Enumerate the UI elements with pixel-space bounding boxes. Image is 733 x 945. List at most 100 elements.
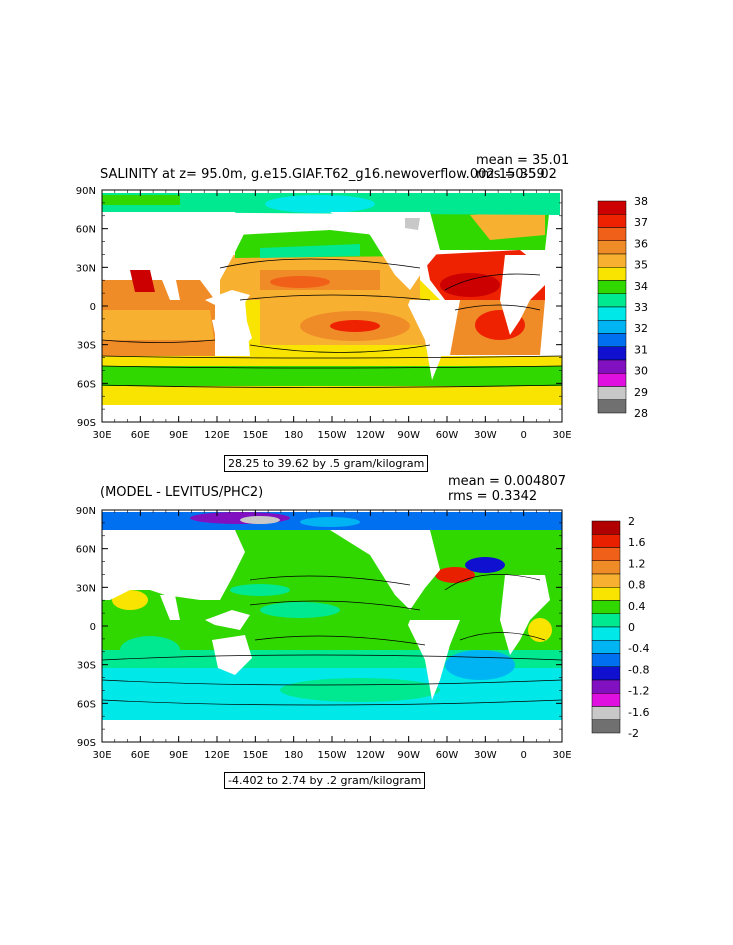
- colorbar-label: 34: [634, 280, 648, 293]
- panel1-map: [102, 190, 562, 422]
- colorbar-label: 37: [634, 216, 648, 229]
- lat-tick-label: 60N: [76, 225, 96, 236]
- lat-tick-label: 90S: [77, 418, 96, 429]
- lon-tick-label: 90E: [169, 750, 188, 761]
- colorbar-label: 0.4: [628, 600, 646, 613]
- southern-ocean-band: [102, 385, 562, 405]
- lon-tick-label: 30E: [552, 750, 571, 761]
- lon-tick-label: 120E: [204, 750, 229, 761]
- lon-tick-label: 180: [284, 750, 303, 761]
- colorbar-swatch: [597, 333, 627, 347]
- lon-tick-label: 90W: [397, 750, 420, 761]
- colorbar-swatch: [597, 373, 627, 387]
- colorbar-swatch: [591, 626, 621, 641]
- colorbar-label: 29: [634, 386, 648, 399]
- colorbar-swatch: [597, 214, 627, 228]
- lon-tick-label: 150W: [318, 430, 347, 441]
- colorbar-swatch: [591, 693, 621, 707]
- lat-tick-label: 60S: [77, 699, 96, 710]
- panel2-title: (MODEL - LEVITUS/PHC2): [100, 485, 264, 500]
- colorbar-label: -1.6: [628, 706, 649, 719]
- lat-tick-label: 30S: [77, 341, 96, 352]
- lon-tick-label: 150E: [243, 430, 268, 441]
- colorbar-label: 35: [634, 259, 648, 272]
- red-sea: [130, 270, 155, 292]
- north-america-land-2: [330, 530, 440, 610]
- eurasia-land-2: [102, 530, 245, 600]
- australia-land: [212, 315, 252, 355]
- panel1-range-label: 28.25 to 39.62 by .5 gram/kilogram: [224, 455, 429, 472]
- colorbar-label: -0.4: [628, 642, 649, 655]
- panel2-colorbar: 2 1.6 1.2 0.8 0.4 0 -0.4 -0.8 -1.2 -1.6 -2: [591, 515, 649, 740]
- lon-tick-label: 180: [284, 430, 303, 441]
- panel2-rms: rms = 0.3342: [448, 489, 538, 504]
- colorbar-swatch: [597, 253, 627, 268]
- lat-tick-label: 30N: [76, 583, 96, 594]
- colorbar-swatch: [597, 399, 627, 414]
- panel1-title: SALINITY at z= 95.0m, g.e15.GIAF.T62_g16…: [100, 167, 545, 182]
- colorbar-swatch: [597, 386, 627, 400]
- lat-tick-label: 0: [90, 302, 96, 313]
- colorbar-label: 2: [628, 515, 635, 528]
- lon-tick-label: 60W: [436, 430, 459, 441]
- lon-tick-label: 60E: [131, 750, 150, 761]
- colorbar-swatch: [597, 267, 627, 281]
- panel1-mean: mean = 35.01: [476, 153, 570, 168]
- colorbar-swatch: [591, 679, 621, 694]
- lon-tick-label: 30W: [474, 430, 497, 441]
- africa-land-2: [500, 575, 550, 655]
- colorbar-swatch: [597, 280, 627, 294]
- lon-tick-label: 120W: [356, 430, 385, 441]
- panel2-mean: mean = 0.004807: [448, 474, 567, 489]
- colorbar-swatch: [591, 560, 621, 575]
- south-america-land-2: [408, 620, 460, 700]
- lon-tick-label: 120W: [356, 750, 385, 761]
- eurasia-land: [102, 212, 245, 280]
- lat-tick-label: 60S: [77, 379, 96, 390]
- southern-band-34: [102, 364, 562, 386]
- panel2-map: [102, 510, 562, 742]
- colorbar-swatch: [597, 320, 627, 334]
- lat-tick-label: 90N: [76, 506, 96, 517]
- colorbar-label: 31: [634, 343, 648, 356]
- lon-tick-label: 30E: [552, 430, 571, 441]
- south-america-land: [408, 300, 460, 380]
- colorbar-swatch: [597, 306, 627, 321]
- colorbar-label: 0: [628, 621, 635, 634]
- colorbar-label: 28: [634, 407, 648, 420]
- colorbar-label: 1.2: [628, 557, 646, 570]
- colorbar-label: -0.8: [628, 663, 649, 676]
- colorbar-swatch: [597, 359, 627, 374]
- lon-tick-label: 150E: [243, 750, 268, 761]
- colorbar-swatch: [591, 719, 621, 734]
- lon-tick-label: 120E: [204, 430, 229, 441]
- panel1-rms: rms = 35.02: [476, 167, 557, 182]
- lat-tick-label: 30N: [76, 263, 96, 274]
- colorbar-label: 1.6: [628, 536, 646, 549]
- colorbar-swatch: [597, 346, 627, 361]
- colorbar-swatch: [591, 653, 621, 667]
- lon-tick-label: 0: [520, 430, 526, 441]
- colorbar-swatch: [591, 666, 621, 681]
- lat-tick-label: 30S: [77, 661, 96, 672]
- colorbar-label: 30: [634, 365, 648, 378]
- lon-tick-label: 60E: [131, 430, 150, 441]
- colorbar-swatch: [591, 640, 621, 654]
- colorbar-swatch: [591, 534, 621, 548]
- lon-tick-label: 60W: [436, 750, 459, 761]
- lon-tick-label: 30E: [92, 430, 111, 441]
- colorbar-label: 38: [634, 195, 648, 208]
- colorbar-swatch: [597, 240, 627, 255]
- colorbar-label: 36: [634, 237, 648, 250]
- australia-land-2: [212, 635, 252, 675]
- lat-tick-label: 90N: [76, 186, 96, 197]
- lon-tick-label: 0: [520, 750, 526, 761]
- colorbar-swatch: [591, 520, 621, 535]
- colorbar-swatch: [591, 706, 621, 720]
- colorbar-label: 0.8: [628, 579, 646, 592]
- colorbar-swatch: [597, 293, 627, 308]
- colorbar-swatch: [591, 587, 621, 601]
